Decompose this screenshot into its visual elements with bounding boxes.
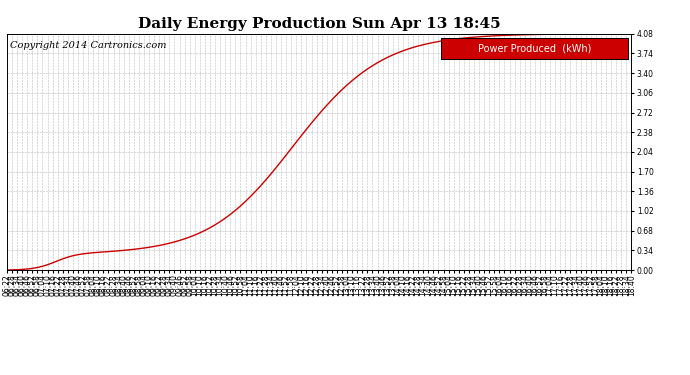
Title: Daily Energy Production Sun Apr 13 18:45: Daily Energy Production Sun Apr 13 18:45: [138, 17, 500, 31]
Text: Copyright 2014 Cartronics.com: Copyright 2014 Cartronics.com: [10, 41, 166, 50]
